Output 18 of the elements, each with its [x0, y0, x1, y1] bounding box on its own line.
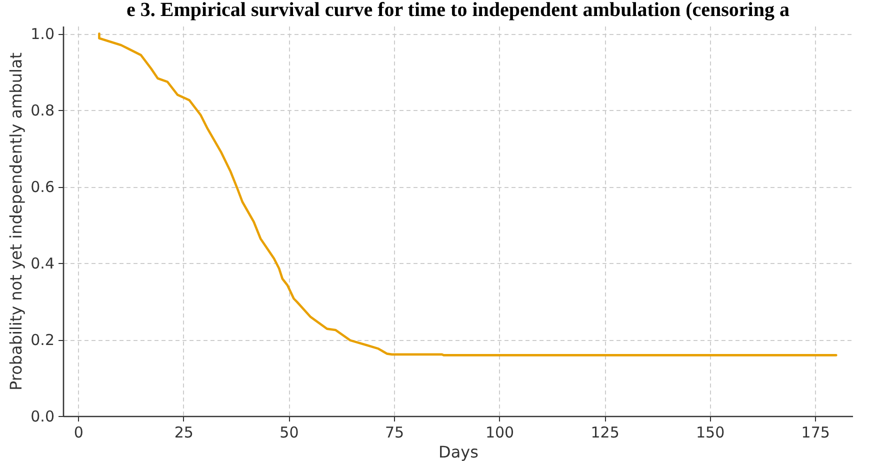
y-tick-label: 0.2	[30, 331, 54, 350]
y-axis-title: Probability not yet independently ambulat	[6, 52, 26, 390]
x-tick-label: 50	[280, 424, 299, 442]
y-tick-label: 0.4	[30, 254, 54, 273]
x-tick-label: 150	[696, 424, 725, 442]
y-tick-label: 0.8	[30, 102, 54, 120]
x-tick-label: 100	[485, 424, 514, 442]
y-tick-label: 0.0	[30, 408, 54, 426]
x-tick-label: 175	[801, 424, 830, 442]
x-tick-label: 0	[74, 424, 84, 442]
y-tick-label: 0.6	[30, 178, 54, 196]
x-tick-label: 125	[590, 424, 620, 442]
line-series	[98, 32, 838, 356]
chart-title: e 3. Empirical survival curve for time to independent ambulation (censoring a	[126, 0, 790, 21]
y-tick-label: 1.0	[30, 25, 54, 44]
x-tick-label: 25	[174, 424, 194, 442]
x-axis-title: Days	[438, 442, 478, 461]
x-tick-label: 75	[384, 424, 404, 442]
